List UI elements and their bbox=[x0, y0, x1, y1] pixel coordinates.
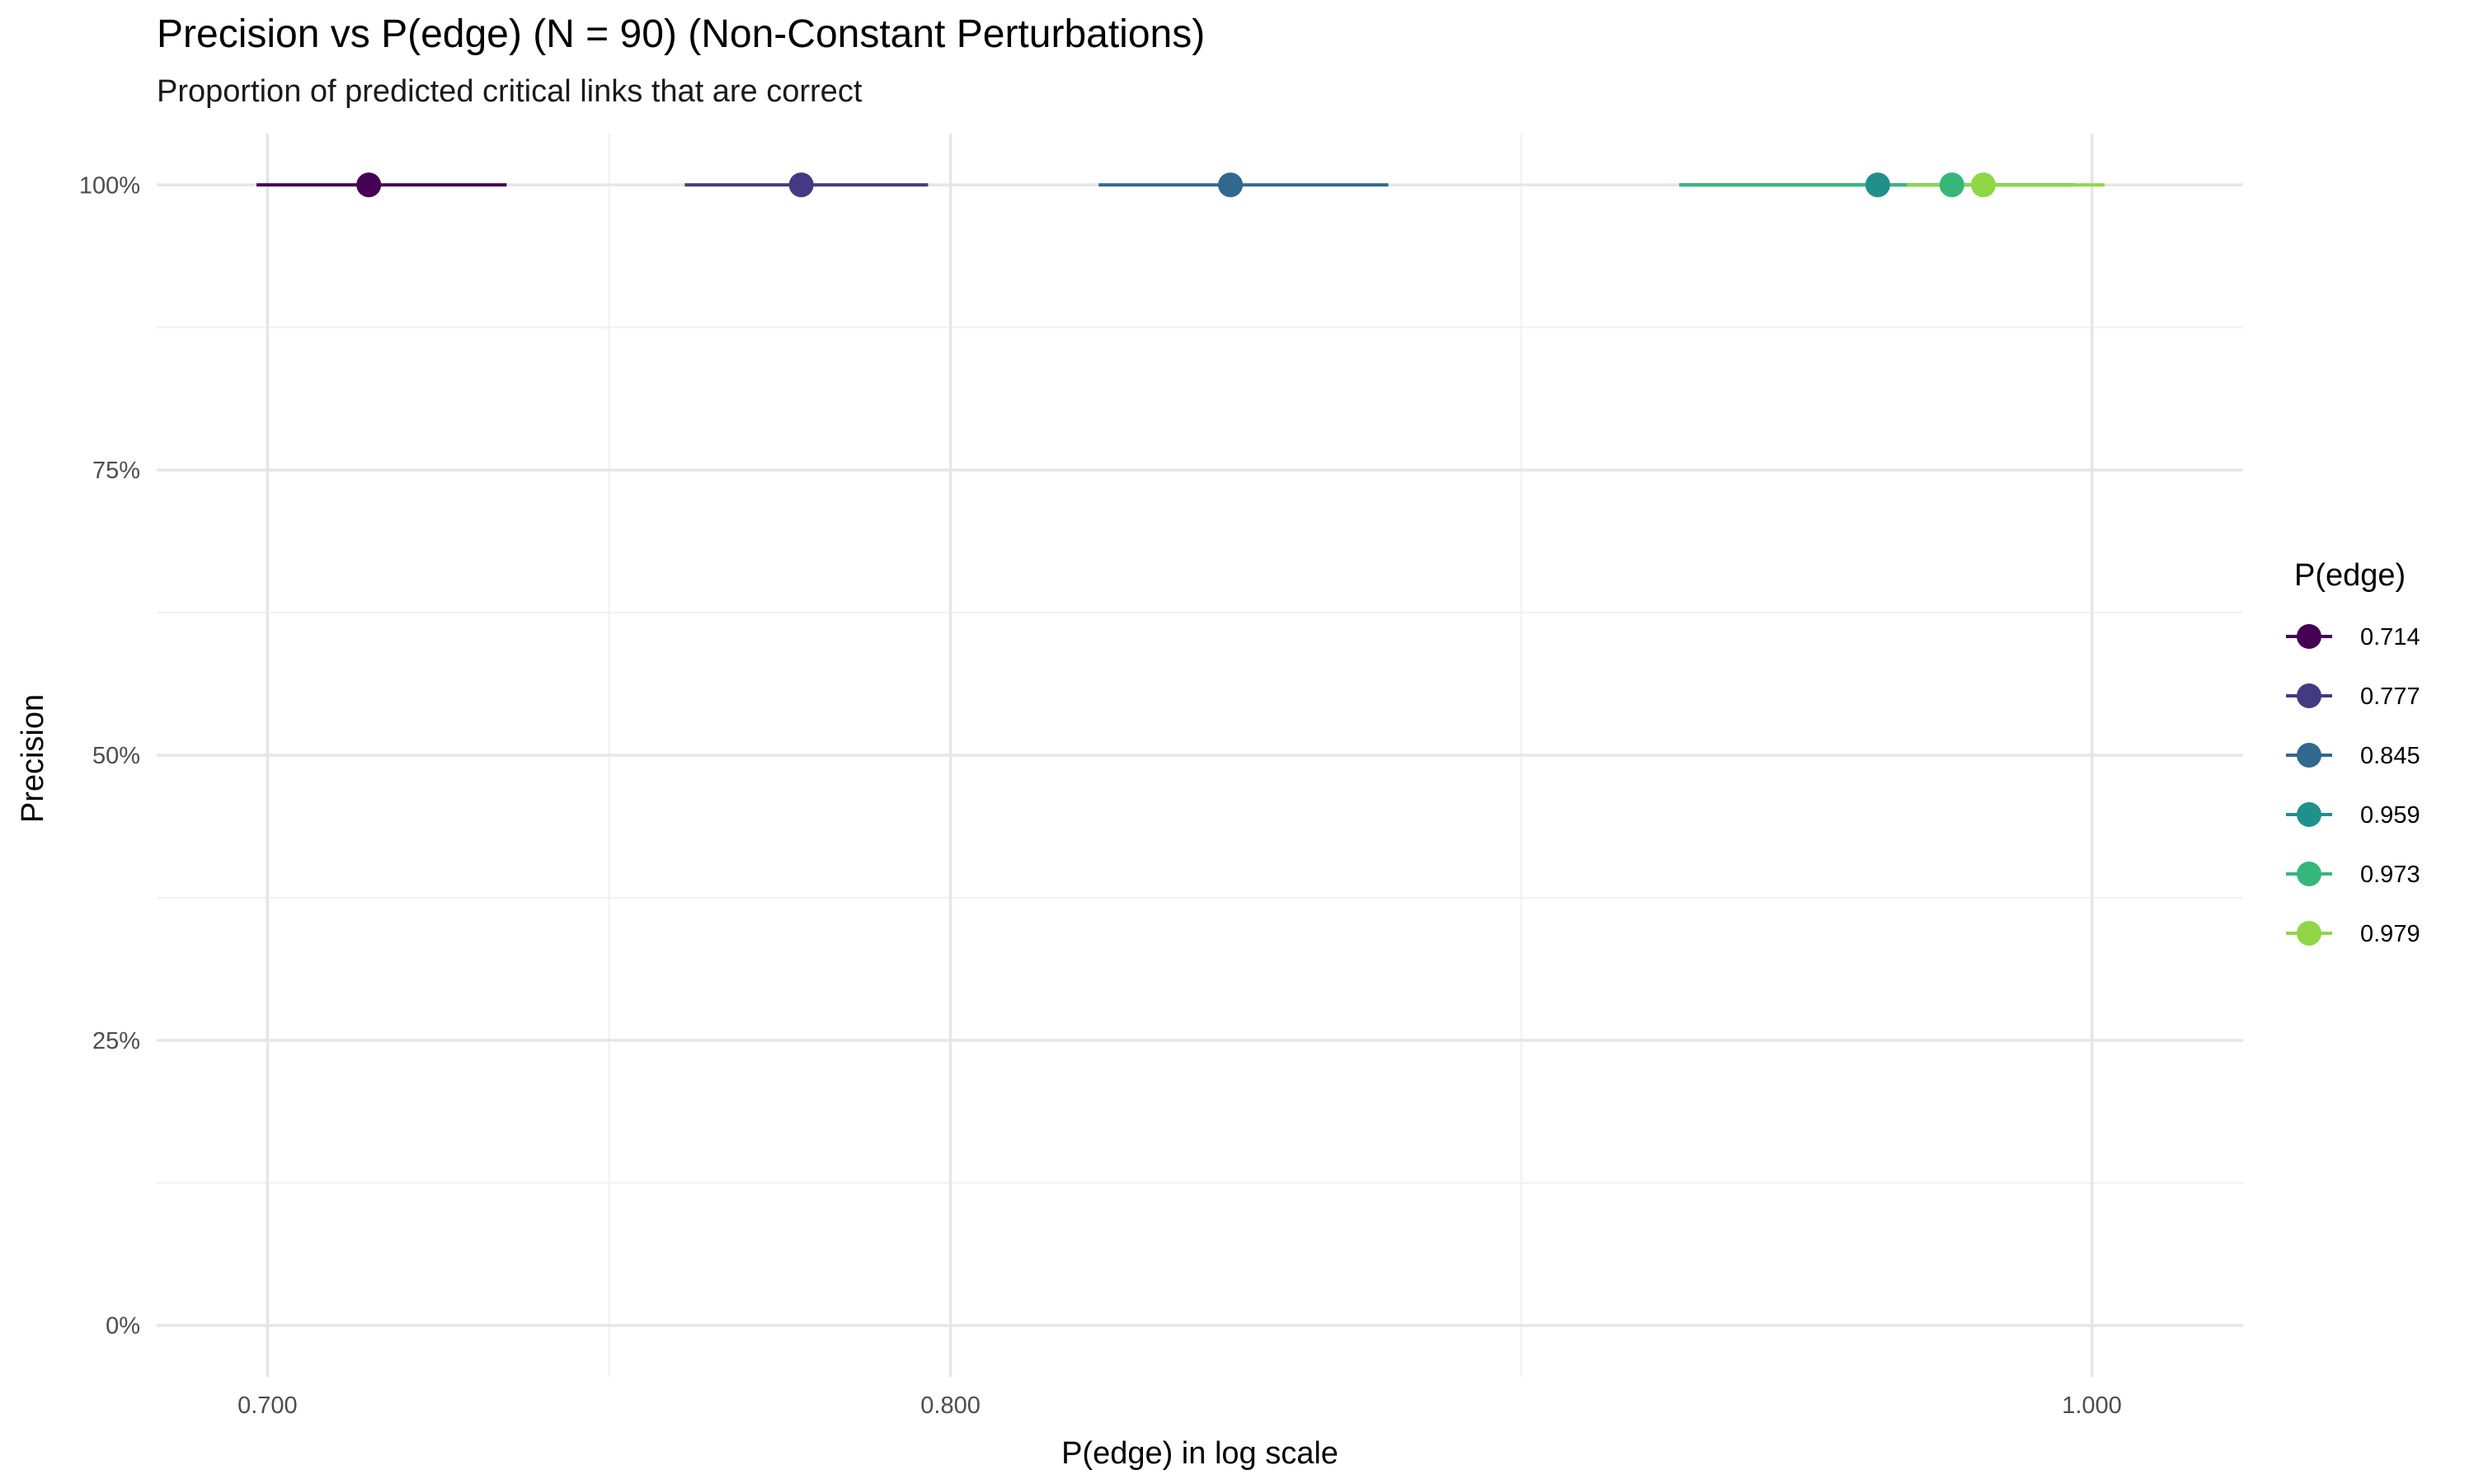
legend-label-0.959: 0.959 bbox=[2360, 802, 2420, 829]
legend-key-point-0.845 bbox=[2297, 743, 2321, 768]
grid-minor bbox=[157, 134, 2243, 1377]
legend-label-0.979: 0.979 bbox=[2360, 921, 2420, 947]
legend: P(edge) 0.714 0.777 0.845 0.959 0.973 0.979 bbox=[2286, 558, 2420, 947]
point-0.959 bbox=[1865, 172, 1890, 198]
y-tick-label: 100% bbox=[79, 172, 140, 199]
x-axis-ticks: 0.700 0.800 1.000 bbox=[238, 1392, 2122, 1419]
chart-title: Precision vs P(edge) (N = 90) (Non-Const… bbox=[157, 12, 1206, 56]
x-tick-label: 1.000 bbox=[2062, 1392, 2122, 1419]
y-axis-ticks: 0% 25% 50% 75% 100% bbox=[79, 172, 140, 1339]
legend-label-0.973: 0.973 bbox=[2360, 862, 2420, 888]
legend-key-point-0.979 bbox=[2297, 921, 2321, 946]
legend-items: 0.714 0.777 0.845 0.959 0.973 0.979 bbox=[2286, 624, 2420, 947]
legend-label-0.845: 0.845 bbox=[2360, 743, 2420, 769]
data-points bbox=[356, 172, 1997, 198]
legend-key-point-0.714 bbox=[2297, 624, 2321, 649]
point-0.979 bbox=[1971, 172, 1997, 198]
legend-key-point-0.777 bbox=[2297, 683, 2321, 708]
grid-major bbox=[157, 134, 2243, 1377]
legend-label-0.777: 0.777 bbox=[2360, 683, 2420, 710]
point-0.777 bbox=[788, 172, 814, 198]
legend-title: P(edge) bbox=[2294, 558, 2406, 593]
y-axis-title: Precision bbox=[16, 694, 50, 823]
point-0.845 bbox=[1218, 172, 1244, 198]
point-0.714 bbox=[356, 172, 382, 198]
y-tick-label: 75% bbox=[92, 458, 140, 484]
point-0.973 bbox=[1939, 172, 1964, 198]
x-tick-label: 0.800 bbox=[920, 1392, 981, 1419]
y-tick-label: 25% bbox=[92, 1028, 140, 1054]
x-axis-title: P(edge) in log scale bbox=[1061, 1436, 1338, 1471]
x-tick-label: 0.700 bbox=[238, 1392, 298, 1419]
y-tick-label: 0% bbox=[106, 1313, 140, 1340]
chart-subtitle: Proportion of predicted critical links t… bbox=[157, 74, 863, 109]
y-tick-label: 50% bbox=[92, 743, 140, 769]
legend-key-point-0.973 bbox=[2297, 862, 2321, 886]
legend-label-0.714: 0.714 bbox=[2360, 624, 2420, 650]
legend-key-point-0.959 bbox=[2297, 802, 2321, 827]
